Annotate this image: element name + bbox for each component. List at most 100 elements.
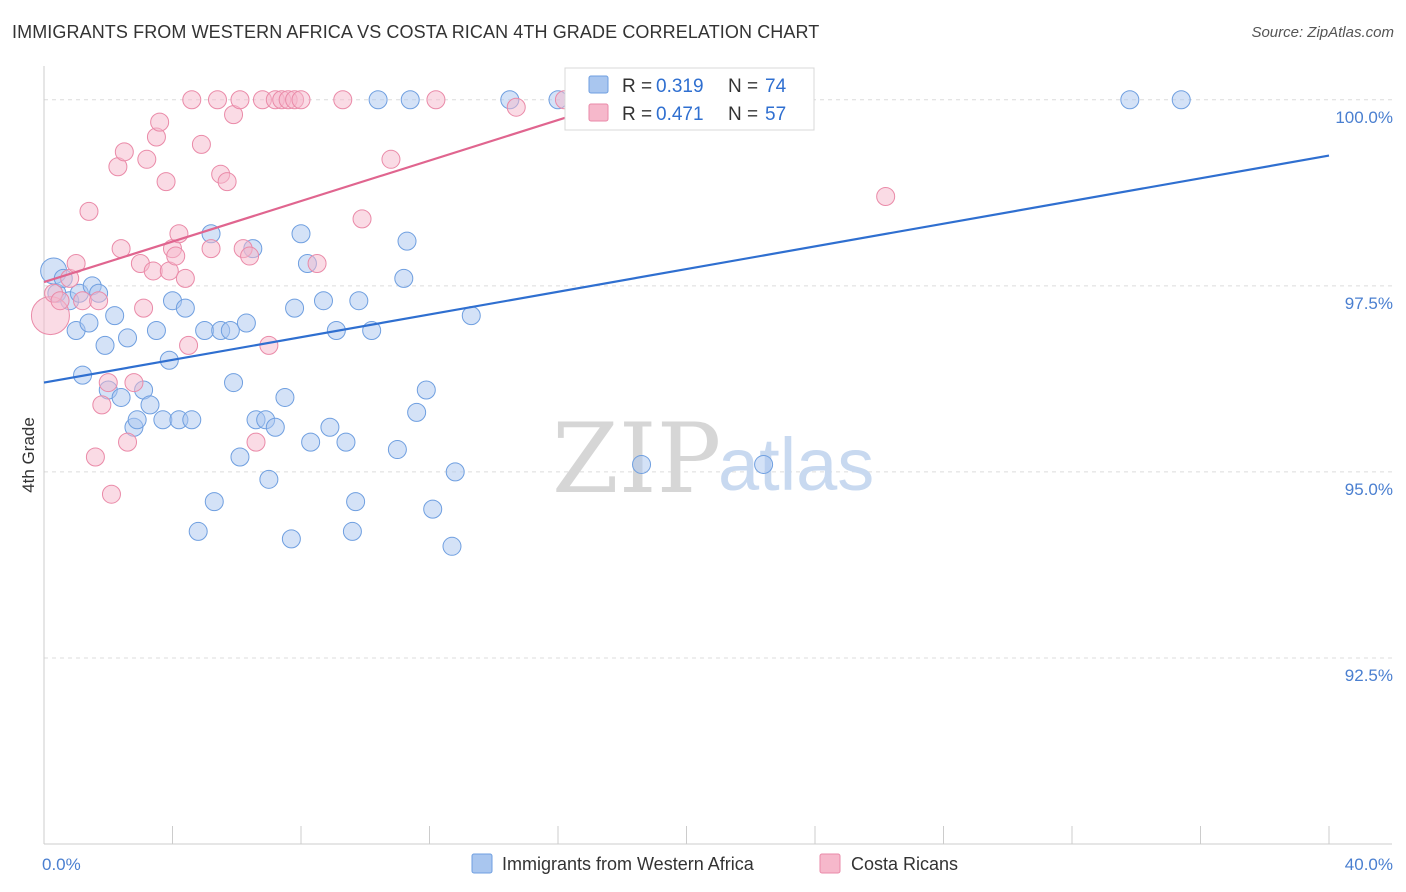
pink-point-31 [191, 134, 211, 154]
pink-point-52 [426, 90, 446, 110]
blue-point-59 [407, 402, 427, 422]
blue-trend-line [43, 154, 1330, 384]
legend-r-label-pink: R = [622, 104, 652, 125]
blue-point-25 [182, 410, 202, 430]
blue-point-31 [220, 320, 240, 340]
trend-lines [43, 98, 1330, 384]
blue-point-24 [175, 298, 195, 318]
pink-point-14 [114, 142, 134, 162]
blue-point-18 [140, 395, 160, 415]
blue-point-73 [1171, 90, 1191, 110]
bottom-legend-swatch-blue [471, 853, 493, 874]
pink-point-30 [182, 90, 202, 110]
blue-point-58 [400, 90, 420, 110]
bottom-legend-swatch-pink [819, 853, 841, 874]
x-tick-labels: 0.0% 40.0% [42, 855, 1393, 874]
blue-point-49 [336, 432, 356, 452]
pink-point-20 [143, 261, 163, 281]
pink-point-5 [73, 291, 93, 311]
watermark-atlas: atlas [718, 423, 874, 506]
pink-point-35 [217, 172, 237, 192]
pink-point-48 [307, 254, 327, 273]
legend-n-value-pink: 57 [765, 104, 786, 125]
pink-point-50 [352, 209, 372, 229]
pink-point-15 [118, 432, 138, 452]
pink-point-51 [381, 149, 401, 169]
pink-point-2 [50, 291, 70, 311]
blue-point-34 [236, 313, 256, 333]
legend-n-label-blue: N = [728, 76, 758, 97]
pink-point-19 [137, 149, 157, 169]
legend-r-value-pink: 0.471 [656, 104, 704, 125]
pink-point-32 [201, 239, 221, 259]
pink-point-10 [98, 373, 118, 393]
pink-point-8 [89, 291, 109, 311]
blue-point-50 [342, 521, 362, 541]
blue-point-33 [230, 447, 250, 467]
bottom-legend-label-pink: Costa Ricans [851, 854, 958, 874]
pink-point-23 [156, 172, 176, 192]
legend-n-label-pink: N = [728, 104, 758, 125]
blue-point-72 [1120, 90, 1140, 110]
blue-point-38 [259, 469, 279, 489]
blue-point-52 [349, 291, 369, 311]
blue-point-39 [265, 417, 285, 437]
y-tick-label-3: 100.0% [1335, 108, 1393, 127]
blue-point-41 [281, 529, 301, 549]
pink-point-33 [207, 90, 227, 110]
pink-point-9 [92, 395, 112, 415]
blue-point-7 [79, 313, 99, 333]
bottom-legend: Immigrants from Western Africa Costa Ric… [471, 853, 958, 874]
blue-point-55 [387, 440, 407, 460]
pink-point-7 [85, 447, 105, 467]
x-tick-label-0: 0.0% [42, 855, 81, 874]
blue-point-19 [146, 320, 166, 340]
blue-point-32 [224, 373, 244, 393]
chart-title: IMMIGRANTS FROM WESTERN AFRICA VS COSTA … [12, 22, 820, 42]
blue-point-27 [195, 320, 215, 340]
watermark: ZIP atlas [552, 403, 874, 515]
pink-point-42 [259, 335, 279, 355]
blue-point-40 [275, 387, 295, 407]
blue-point-26 [188, 521, 208, 541]
blue-point-16 [127, 410, 147, 430]
blue-point-10 [95, 335, 115, 355]
blue-point-61 [423, 499, 443, 519]
pink-point-49 [333, 90, 353, 110]
blue-point-29 [204, 492, 224, 512]
blue-point-46 [313, 291, 333, 311]
blue-point-57 [397, 231, 417, 251]
blue-point-13 [111, 387, 131, 407]
blue-point-12 [105, 306, 125, 326]
pink-point-11 [101, 484, 121, 504]
pink-point-22 [150, 112, 170, 132]
pink-point-29 [179, 335, 199, 355]
y-tick-labels: 92.5% 95.0% 97.5% 100.0% [1335, 108, 1393, 685]
pink-point-16 [124, 373, 144, 393]
blue-point-45 [301, 432, 321, 452]
legend-n-value-blue: 74 [765, 76, 787, 97]
pink-point-28 [175, 268, 195, 288]
legend-r-value-blue: 0.319 [656, 76, 704, 97]
pink-points [30, 90, 896, 504]
legend-r-label-blue: R = [622, 76, 652, 97]
y-tick-label-2: 97.5% [1345, 294, 1393, 313]
axes [43, 66, 1392, 845]
pink-point-6 [79, 201, 99, 221]
legend-swatch-pink [588, 103, 609, 122]
blue-point-14 [118, 328, 138, 348]
pink-point-56 [876, 187, 896, 207]
pink-point-47 [291, 90, 311, 110]
blue-point-42 [285, 298, 305, 318]
blue-point-56 [394, 268, 414, 288]
source-label: Source: ZipAtlas.com [1251, 24, 1394, 41]
pink-point-53 [506, 97, 526, 117]
pink-trend-line [43, 98, 623, 284]
blue-point-62 [442, 536, 462, 556]
y-tick-label-0: 92.5% [1345, 666, 1393, 685]
pink-point-39 [240, 246, 260, 266]
pink-point-18 [134, 298, 154, 318]
blue-point-51 [346, 492, 366, 512]
blue-point-63 [445, 462, 465, 482]
